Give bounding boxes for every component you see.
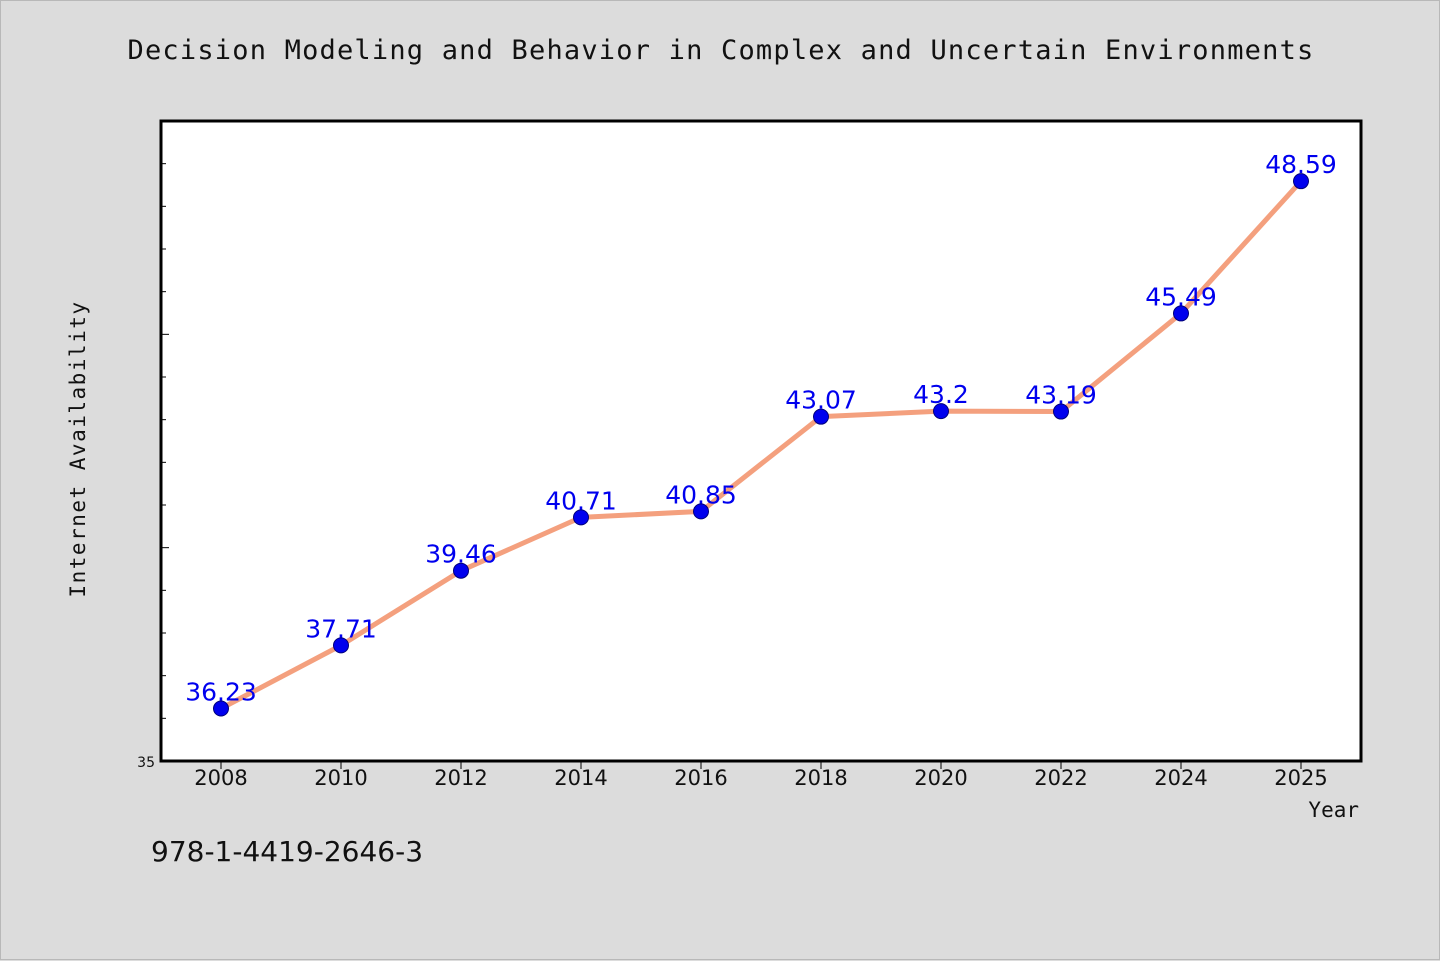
chart-title: Decision Modeling and Behavior in Comple… [127, 35, 1315, 66]
data-label: 39.46 [425, 540, 497, 569]
data-point [933, 403, 949, 420]
isbn-label: 978-1-4419-2646-3 [151, 835, 424, 868]
x-tick-label: 2016 [674, 766, 727, 790]
x-tick-label: 2018 [794, 766, 847, 790]
data-label: 43.07 [785, 386, 857, 415]
x-tick-label: 2008 [194, 766, 247, 790]
data-point [693, 503, 709, 520]
y-tick-label: 35 [137, 755, 155, 771]
data-point [573, 509, 589, 526]
x-tick-label: 2020 [914, 766, 967, 790]
data-label: 45.49 [1145, 282, 1217, 311]
data-label: 37.71 [305, 614, 377, 643]
data-point [1173, 305, 1189, 322]
data-label: 40.85 [665, 480, 737, 509]
x-tick-label: 2010 [314, 766, 367, 790]
x-axis-label: Year [1308, 798, 1359, 822]
data-point [213, 700, 229, 717]
data-label: 48.59 [1265, 150, 1337, 179]
data-label: 40.71 [545, 486, 617, 515]
y-axis-label: Internet Availability [66, 300, 90, 597]
data-point [453, 562, 469, 579]
x-tick-label: 2012 [434, 766, 487, 790]
x-tick-label: 2014 [554, 766, 607, 790]
plot-area [159, 119, 1363, 763]
x-tick-label: 2022 [1034, 766, 1087, 790]
data-label: 43.2 [913, 380, 969, 409]
data-point [1053, 403, 1069, 420]
data-point [1293, 173, 1309, 190]
series-line [218, 178, 1304, 712]
data-point [333, 637, 349, 654]
x-tick-label: 2024 [1154, 766, 1207, 790]
data-label: 43.19 [1025, 381, 1097, 410]
data-point [813, 408, 829, 425]
x-tick-label: 2025 [1274, 766, 1327, 790]
data-label: 36.23 [185, 678, 257, 707]
